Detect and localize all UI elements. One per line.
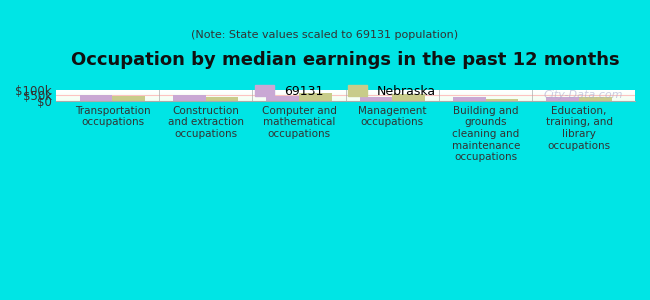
Title: Occupation by median earnings in the past 12 months: Occupation by median earnings in the pas… — [72, 51, 620, 69]
Bar — [359, 97, 393, 101]
Bar — [266, 96, 299, 101]
Bar — [206, 97, 239, 101]
Bar — [547, 97, 579, 101]
Bar — [299, 93, 332, 101]
Bar — [393, 94, 425, 101]
Bar — [80, 94, 112, 101]
Bar — [486, 98, 518, 101]
Bar — [112, 96, 145, 101]
Legend: 69131, Nebraska: 69131, Nebraska — [250, 80, 441, 103]
Bar — [173, 95, 206, 101]
Text: City-Data.com: City-Data.com — [544, 90, 623, 100]
Bar — [579, 97, 612, 101]
Text: (Note: State values scaled to 69131 population): (Note: State values scaled to 69131 popu… — [192, 30, 458, 40]
Bar — [453, 97, 486, 101]
